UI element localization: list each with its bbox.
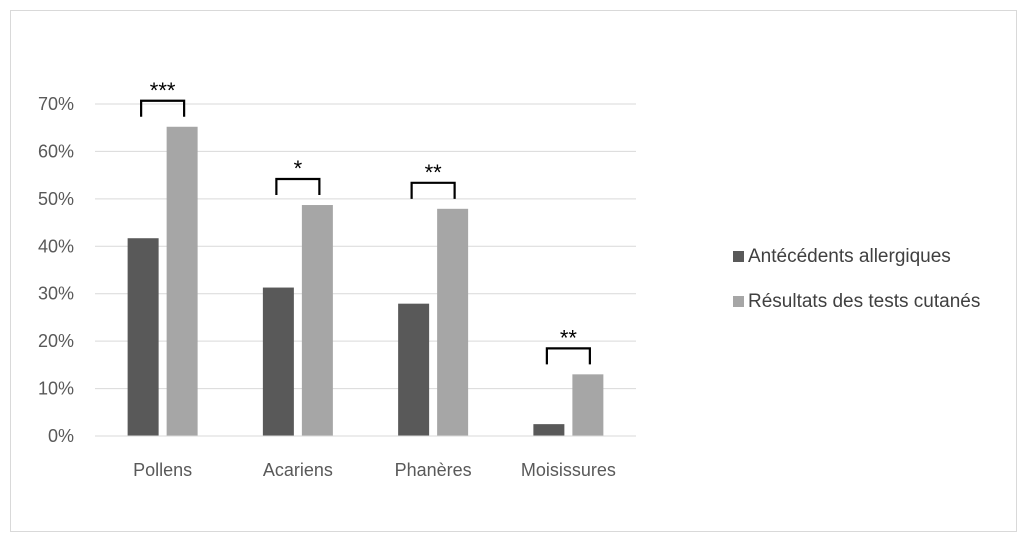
y-tick-label: 70% xyxy=(38,94,74,114)
bar xyxy=(166,126,198,436)
significance-label: ** xyxy=(560,325,578,350)
legend-label: Antécédents allergiques xyxy=(748,246,951,267)
bar xyxy=(262,287,294,436)
y-axis: 0% 10% 20% 30% 40% 50% 60% 70% xyxy=(38,94,74,446)
significance-bracket xyxy=(140,99,186,117)
significance-bracket xyxy=(410,181,456,199)
x-tick-label: Acariens xyxy=(263,460,333,480)
bars xyxy=(127,126,604,436)
significance-bracket xyxy=(545,347,591,365)
legend-label: Résultats des tests cutanés xyxy=(748,291,980,312)
bar xyxy=(572,374,604,436)
significance-label: *** xyxy=(150,78,176,103)
legend: Antécédents allergiques Résultats des tes… xyxy=(733,246,980,312)
significance-markers: **** **** xyxy=(140,78,591,365)
y-tick-label: 30% xyxy=(38,284,74,304)
significance-bracket xyxy=(275,177,321,196)
y-tick-label: 10% xyxy=(38,379,74,399)
bar xyxy=(301,205,333,436)
bar xyxy=(533,424,565,436)
x-axis: Pollens Acariens Phanères Moisissures xyxy=(95,435,636,480)
y-tick-label: 20% xyxy=(38,331,74,351)
significance-label: ** xyxy=(425,160,443,185)
legend-swatch xyxy=(733,296,744,307)
significance-label: * xyxy=(294,156,303,181)
bar xyxy=(398,303,430,436)
legend-swatch xyxy=(733,251,744,262)
y-tick-label: 0% xyxy=(48,426,74,446)
x-tick-label: Moisissures xyxy=(521,460,616,480)
y-tick-label: 60% xyxy=(38,141,74,161)
y-tick-label: 50% xyxy=(38,189,74,209)
x-tick-label: Phanères xyxy=(395,460,472,480)
x-tick-label: Pollens xyxy=(133,460,192,480)
bar xyxy=(127,238,159,436)
bar xyxy=(437,208,469,436)
y-tick-label: 40% xyxy=(38,236,74,256)
